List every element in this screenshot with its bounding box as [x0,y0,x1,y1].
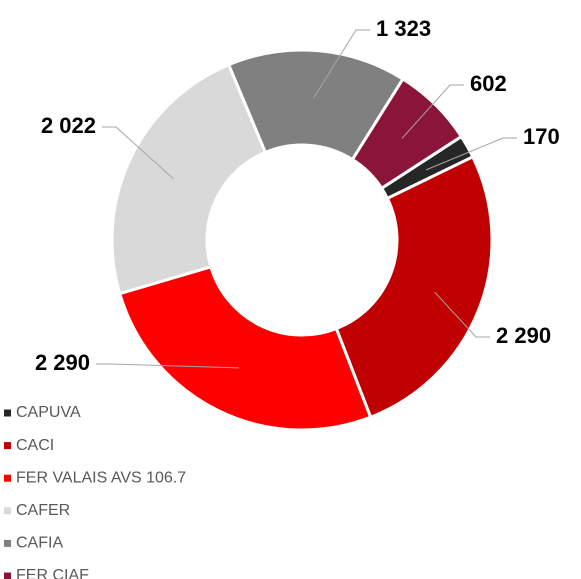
leader-line [96,363,240,369]
data-label: 1 323 [376,16,431,41]
data-label: 2 290 [496,323,551,348]
legend-label: CAFIA [16,535,63,552]
legend-swatch [4,507,11,515]
data-label: 2 290 [35,350,90,375]
legend-label: FER CIAF [16,567,89,579]
legend-swatch [4,474,11,482]
donut-slice [110,62,268,296]
data-label: 2 022 [41,113,96,138]
leader-line [102,126,174,180]
legend-swatch [4,539,11,547]
legend-label: CACI [16,437,54,454]
data-label: 170 [523,124,560,149]
leader-line [313,29,370,99]
donut-slice [334,154,494,420]
leader-line [434,291,490,338]
legend-label: CAFER [16,502,70,519]
legend-label: FER VALAIS AVS 106.7 [16,469,186,486]
data-label: 602 [470,71,507,96]
legend-swatch [4,409,11,417]
donut-slice [117,264,373,432]
legend-swatch [4,572,11,579]
legend-label: CAPUVA [16,404,81,421]
legend-swatch [4,442,11,450]
leader-line [401,84,464,139]
leader-line [425,137,517,171]
